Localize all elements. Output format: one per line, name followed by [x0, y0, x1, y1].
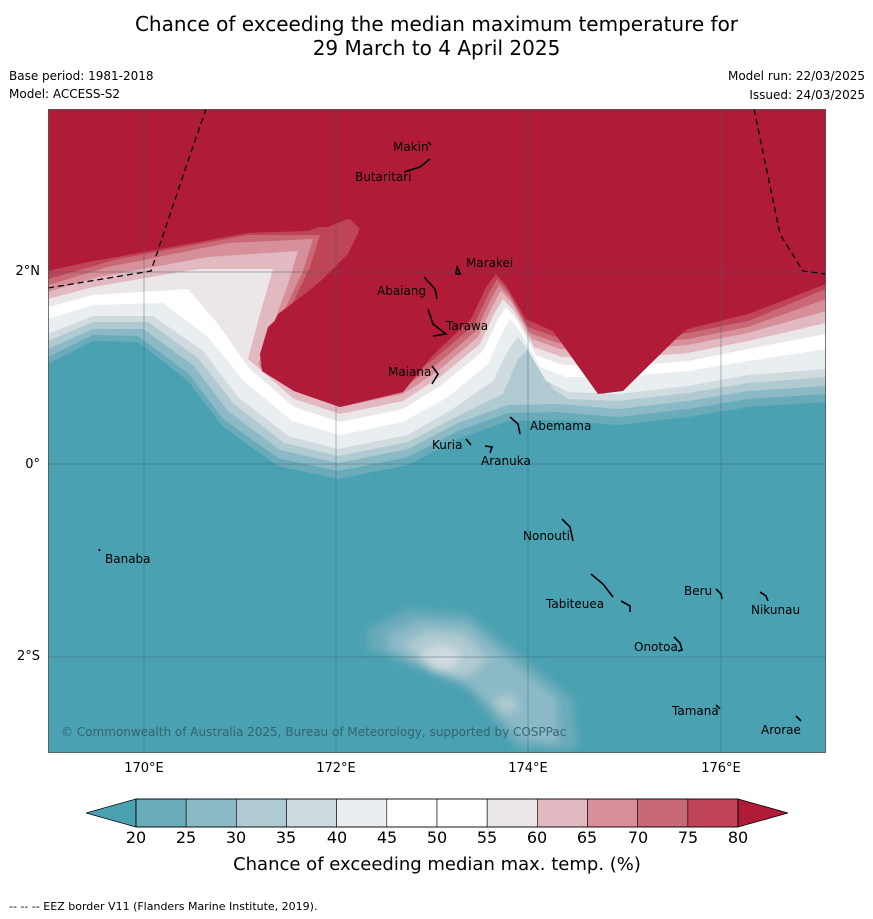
island-abemama: [509, 416, 521, 435]
island-arorae: [795, 715, 802, 722]
island-label-nonouti: Nonouti: [523, 529, 570, 543]
island-marakei: [455, 265, 462, 275]
island-label-abemama: Abemama: [530, 419, 591, 433]
lat-label-2n: 2°N: [15, 264, 41, 279]
colorbar-bin-75-80: [687, 798, 739, 828]
colorbar-bin-70-75: [637, 798, 689, 828]
island-outlines: [98, 141, 802, 722]
eez-border: [48, 109, 826, 289]
island-aranuka: [484, 445, 494, 454]
island-label-butaritari: Butaritari: [355, 170, 412, 184]
colorbar-frame: [135, 798, 739, 828]
island-label-tarawa: Tarawa: [445, 319, 488, 333]
island-label-banaba: Banaba: [105, 552, 151, 566]
model-text: Model: ACCESS-S2: [9, 87, 121, 101]
island-abaiang: [423, 276, 438, 300]
island-label-aranuka: Aranuka: [481, 454, 531, 468]
island-label-arorae: Arorae: [761, 723, 801, 737]
colorbar-bin-50-55: [436, 798, 488, 828]
colorbar-bins: [135, 798, 739, 828]
colorbar-bin-40-45: [336, 798, 388, 828]
colorbar: [86, 798, 788, 828]
island-onotoa: [673, 636, 683, 652]
grid-lines: [48, 109, 826, 753]
colorbar-tick-35: 35: [275, 828, 297, 847]
island-label-kuria: Kuria: [432, 438, 463, 452]
colorbar-tick-65: 65: [576, 828, 598, 847]
colorbar-tick-60: 60: [526, 828, 548, 847]
copyright-text: © Commonwealth of Australia 2025, Bureau…: [61, 725, 566, 739]
island-banaba: [98, 548, 101, 552]
chart-title-line-2: 29 March to 4 April 2025: [312, 36, 561, 60]
lat-label-0: 0°: [25, 457, 40, 472]
colorbar-over-arrow: [737, 798, 788, 828]
eez-border-note: -- -- -- EEZ border V11 (Flanders Marine…: [9, 900, 318, 913]
colorbar-label: Chance of exceeding median max. temp. (%…: [233, 854, 641, 875]
island-tabiteuea: [590, 573, 631, 612]
colorbar-bin-45-50: [386, 798, 438, 828]
colorbar-tick-50: 50: [426, 828, 448, 847]
island-label-marakei: Marakei: [466, 256, 513, 270]
island-tarawa: [427, 308, 448, 337]
colorbar-bin-55-60: [486, 798, 538, 828]
base-period-text: Base period: 1981-2018: [9, 69, 154, 83]
issued-text: Issued: 24/03/2025: [749, 88, 865, 102]
island-butaritari: [403, 158, 431, 173]
island-beru: [715, 588, 723, 600]
colorbar-tick-40: 40: [326, 828, 348, 847]
chart-title-line-1: Chance of exceeding the median maximum t…: [134, 12, 739, 36]
island-label-tabiteuea: Tabiteuea: [545, 597, 604, 611]
map-frame: [48, 109, 826, 753]
lat-label-2s: 2°S: [16, 649, 40, 664]
lon-label-172e: 172°E: [316, 761, 356, 776]
island-kuria: [465, 438, 472, 446]
island-tamana: [715, 704, 721, 710]
island-label-abaiang: Abaiang: [377, 284, 426, 298]
colorbar-tick-70: 70: [627, 828, 649, 847]
colorbar-under-arrow: [86, 798, 137, 828]
colorbar-bin-20-25: [135, 798, 187, 828]
colorbar-bin-65-70: [587, 798, 638, 828]
forecast-map: Makin Butaritari Marakei Abaiang Tarawa …: [48, 109, 826, 753]
island-label-maiana: Maiana: [388, 365, 431, 379]
southern-warm-anomaly: [368, 609, 578, 749]
colorbar-tick-55: 55: [476, 828, 498, 847]
colorbar-bin-60-65: [537, 798, 588, 828]
lon-label-170e: 170°E: [124, 761, 164, 776]
island-nonouti: [561, 518, 574, 542]
colorbar-bin-25-30: [185, 798, 237, 828]
colorbar-tick-80: 80: [727, 828, 749, 847]
island-makin: [427, 141, 432, 146]
colorbar-bin-35-40: [286, 798, 337, 828]
island-label-makin: Makin: [393, 140, 429, 154]
lon-label-176e: 176°E: [701, 761, 741, 776]
island-maiana: [431, 365, 439, 385]
colorbar-tick-30: 30: [225, 828, 247, 847]
island-label-beru: Beru: [684, 584, 712, 598]
map-region-high-upper: [48, 109, 826, 407]
island-label-nikunau: Nikunau: [751, 603, 800, 617]
island-label-onotoa: Onotoa: [634, 640, 678, 654]
colorbar-tick-75: 75: [677, 828, 699, 847]
island-label-tamana: Tamana: [671, 704, 719, 718]
colorbar-bin-30-35: [236, 798, 287, 828]
colorbar-tick-20: 20: [125, 828, 147, 847]
colorbar-tick-25: 25: [175, 828, 197, 847]
model-run-text: Model run: 22/03/2025: [727, 69, 865, 83]
colorbar-tick-45: 45: [376, 828, 398, 847]
lon-label-174e: 174°E: [508, 761, 548, 776]
island-nikunau: [759, 591, 769, 602]
